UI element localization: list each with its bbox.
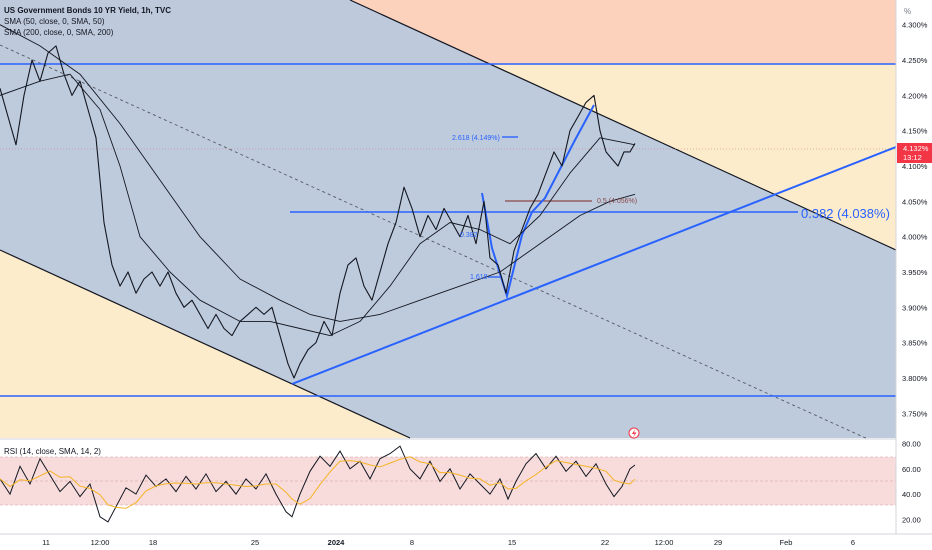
price-tick-label: 4.000% [902, 233, 928, 242]
fib-1618-label: 1.618 [470, 274, 488, 281]
price-tick-label: 4.300% [902, 21, 928, 30]
price-badge-countdown: 13:12 [903, 153, 922, 162]
time-tick-label: 25 [251, 538, 259, 547]
time-axis-bg[interactable] [0, 534, 932, 550]
fib-05-label: 0.5 (4.056%) [597, 198, 637, 205]
price-tick-label: 4.100% [902, 162, 928, 171]
price-tick-label: 4.200% [902, 91, 928, 100]
series-layer [0, 24, 636, 379]
price-axis-bg[interactable] [896, 0, 932, 534]
time-tick-label: 8 [410, 538, 414, 547]
price-unit: % [904, 7, 912, 16]
time-tick-label: 11 [42, 538, 50, 547]
rsi-tick-label: 60.00 [902, 465, 921, 474]
time-tick-label: 29 [714, 538, 722, 547]
price-tick-label: 3.850% [902, 339, 928, 348]
ascending-trendline [291, 146, 897, 385]
time-tick-label: 18 [149, 538, 157, 547]
time-tick-label: 22 [601, 538, 609, 547]
rsi-legend[interactable]: RSI (14, close, SMA, 14, 2) [4, 447, 101, 456]
time-tick-label: 12:00 [91, 538, 110, 547]
fib-2618-label: 2.618 (4.149%) [452, 135, 500, 142]
rsi-series-line [0, 445, 636, 523]
time-axis: 11 12:00 18 25 2024 8 15 22 12:00 29 Feb 6 [42, 538, 855, 547]
time-tick-label: Feb [780, 538, 793, 547]
rsi-sma-line [0, 456, 636, 509]
price-tick-label: 3.800% [902, 374, 928, 383]
time-tick-label: 12:00 [655, 538, 674, 547]
fib-main-label: 0.382 (4.038%) [801, 206, 890, 221]
sma200-legend[interactable]: SMA (200, close, 0, SMA, 200) [4, 28, 114, 37]
price-badge: 4.132% 13:12 [897, 143, 932, 163]
lightning-icon[interactable] [628, 427, 640, 439]
price-tick-label: 4.050% [902, 197, 928, 206]
channel-lower-edge [0, 249, 411, 439]
time-tick-label: 2024 [328, 538, 346, 547]
channel-upper-edge [349, 0, 897, 251]
rsi-tick-label: 80.00 [902, 440, 921, 449]
sma200-series-line [0, 24, 636, 322]
price-axis: 4.300% 4.250% 4.200% 4.150% 4.100% 4.050% 4.00… [902, 21, 928, 419]
rsi-axis: 80.00 60.00 40.00 20.00 [902, 440, 921, 525]
chart-title: US Government Bonds 10 YR Yield, 1h, TVC [4, 6, 172, 15]
price-tick-label: 3.750% [902, 409, 928, 418]
yield-series-line [0, 45, 636, 379]
time-tick-label: 6 [851, 538, 855, 547]
rsi-tick-label: 40.00 [902, 490, 921, 499]
price-tick-label: 4.150% [902, 127, 928, 136]
rsi-tick-label: 20.00 [902, 515, 921, 524]
fib-0382-small-label: 0.382 [460, 232, 478, 239]
time-tick-label: 15 [508, 538, 516, 547]
zigzag-pattern [481, 104, 595, 300]
price-tick-label: 3.900% [902, 303, 928, 312]
price-tick-label: 3.950% [902, 268, 928, 277]
sma50-legend[interactable]: SMA (50, close, 0, SMA, 50) [4, 17, 105, 26]
price-tick-label: 4.250% [902, 56, 928, 65]
rsi-layer [0, 445, 636, 523]
sma50-series-line [0, 73, 636, 337]
price-badge-value: 4.132% [903, 144, 929, 153]
